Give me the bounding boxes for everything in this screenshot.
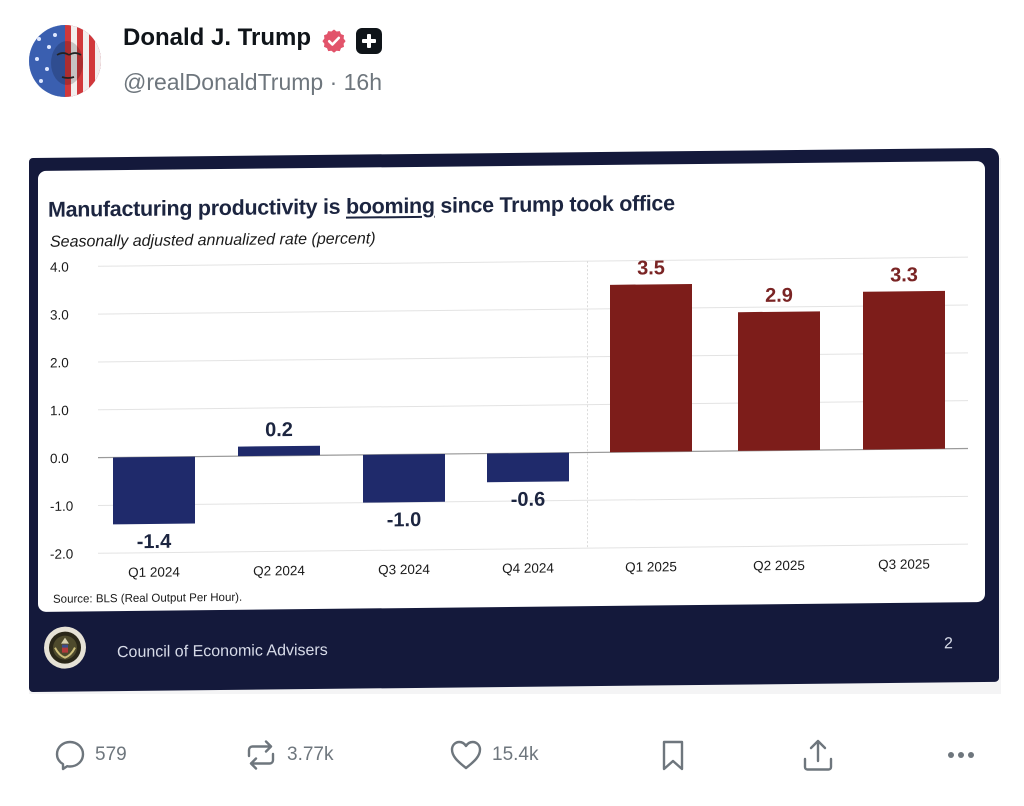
author-name[interactable]: Donald J. Trump bbox=[123, 24, 312, 51]
x-tick-label: Q2 2024 bbox=[253, 563, 305, 579]
plus-icon bbox=[356, 28, 382, 54]
bar-chart: 4.0 3.0 2.0 1.0 0.0 -1.0 -2.0 -1.4 Q1 2024 0.2 Q2 … bbox=[50, 256, 968, 580]
post-image[interactable]: Manufacturing productivity is booming si… bbox=[29, 147, 1001, 694]
bar bbox=[113, 456, 195, 525]
y-tick-label: 3.0 bbox=[50, 307, 69, 322]
data-label: 2.9 bbox=[765, 285, 793, 307]
data-label: 3.3 bbox=[890, 264, 918, 286]
more-button[interactable] bbox=[944, 730, 978, 780]
x-tick-label: Q3 2025 bbox=[878, 557, 930, 573]
gridline bbox=[98, 543, 968, 554]
y-tick-label: 0.0 bbox=[50, 451, 69, 466]
more-icon bbox=[948, 752, 974, 758]
bar bbox=[738, 311, 820, 451]
share-button[interactable] bbox=[800, 730, 836, 780]
like-button[interactable]: 15.4k bbox=[448, 730, 538, 780]
bar bbox=[363, 453, 445, 503]
repost-button[interactable]: 3.77k bbox=[243, 730, 333, 780]
verified-icon bbox=[321, 28, 347, 54]
chart-source: Source: BLS (Real Output Per Hour). bbox=[53, 591, 243, 606]
x-tick-label: Q1 2025 bbox=[625, 559, 677, 575]
bookmark-button[interactable] bbox=[656, 730, 690, 780]
data-label: -1.4 bbox=[137, 531, 172, 553]
bar bbox=[863, 290, 945, 450]
like-count: 15.4k bbox=[492, 744, 539, 765]
reply-count: 579 bbox=[95, 744, 127, 765]
heart-icon bbox=[450, 740, 482, 770]
gridline bbox=[98, 256, 968, 267]
bar bbox=[487, 452, 569, 483]
repost-icon bbox=[247, 740, 275, 770]
chart-card: Manufacturing productivity is booming si… bbox=[38, 160, 985, 612]
x-tick-label: Q4 2024 bbox=[502, 560, 554, 576]
seal-icon bbox=[44, 626, 86, 669]
x-tick-label: Q3 2024 bbox=[378, 562, 430, 578]
bookmark-icon bbox=[662, 740, 684, 771]
handle-and-time[interactable]: @realDonaldTrump · 16h bbox=[123, 69, 382, 95]
data-label: 3.5 bbox=[637, 257, 665, 279]
data-label: 0.2 bbox=[265, 419, 293, 441]
footer-organization: Council of Economic Advisers bbox=[117, 641, 328, 662]
repost-count: 3.77k bbox=[287, 744, 334, 765]
y-tick-label: -1.0 bbox=[50, 499, 73, 514]
x-tick-label: Q1 2024 bbox=[128, 564, 180, 580]
bar bbox=[238, 445, 320, 457]
reply-button[interactable]: 579 bbox=[53, 730, 127, 780]
bar bbox=[610, 283, 692, 453]
footer-page-number: 2 bbox=[944, 635, 953, 653]
gridline bbox=[98, 495, 968, 506]
share-icon bbox=[803, 739, 833, 771]
y-tick-label: 2.0 bbox=[50, 355, 69, 370]
gridline bbox=[98, 304, 968, 315]
gridline bbox=[98, 352, 968, 363]
gridline bbox=[98, 400, 968, 411]
y-tick-label: -2.0 bbox=[50, 547, 73, 562]
data-label: -1.0 bbox=[387, 509, 421, 531]
avatar-image bbox=[29, 25, 101, 97]
slide: Manufacturing productivity is booming si… bbox=[29, 147, 999, 693]
y-tick-label: 1.0 bbox=[50, 403, 69, 418]
data-label: -0.6 bbox=[511, 489, 545, 511]
action-bar: 579 3.77k 15.4k bbox=[0, 730, 1024, 780]
x-tick-label: Q2 2025 bbox=[753, 558, 805, 574]
y-tick-label: 4.0 bbox=[50, 260, 69, 275]
reply-icon bbox=[55, 740, 85, 771]
avatar[interactable] bbox=[29, 25, 101, 97]
